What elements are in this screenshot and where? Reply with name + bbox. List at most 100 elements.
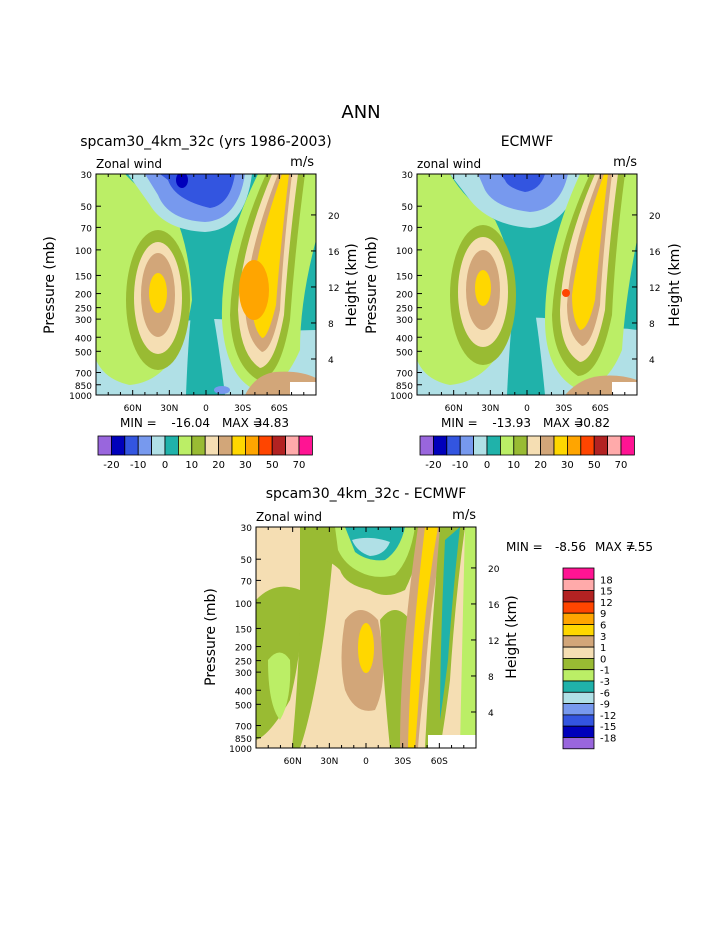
y-tick-label: 70 <box>81 224 93 234</box>
colorbar-label: 10 <box>185 460 198 471</box>
y-tick-label: 400 <box>75 334 92 344</box>
y-tick-label: 700 <box>396 370 413 380</box>
y-tick-label: 500 <box>235 701 252 711</box>
colorbar-label: 12 <box>600 598 613 609</box>
panel-diff-neg-lightband-left <box>268 652 291 720</box>
colorbar-label: 0 <box>162 460 168 471</box>
panel-model-units: m/s <box>290 155 314 170</box>
colorbar-swatch <box>486 435 501 456</box>
colorbar-label: -15 <box>600 722 616 733</box>
panel-model-easterly-core <box>176 174 188 188</box>
colorbar-label: -6 <box>600 688 610 699</box>
panel-diff: spcam30_4km_32c - ECMWF Zonal wind m/s 3… <box>203 486 653 767</box>
x-tick-label: 60N <box>284 757 302 767</box>
y2-tick-label: 4 <box>649 356 655 366</box>
colorbar-swatch <box>562 691 595 704</box>
y-tick-label: 150 <box>235 625 252 635</box>
y-tick-label: 30 <box>402 171 414 181</box>
colorbar-swatch <box>513 435 528 456</box>
colorbar-swatch <box>562 601 595 614</box>
colorbar-swatch <box>244 435 260 456</box>
y-tick-label: 1000 <box>390 392 413 402</box>
x-tick-label: 60N <box>124 404 142 414</box>
colorbar-label: -3 <box>600 677 610 688</box>
colorbar-swatch <box>526 435 542 456</box>
colorbar-swatch <box>620 435 635 456</box>
x-tick-label: 60S <box>271 404 288 414</box>
panel-diff-max-value: 7.55 <box>626 540 653 554</box>
colorbar-swatch <box>540 435 555 456</box>
colorbar-label: 0 <box>600 654 606 665</box>
colorbar-swatch <box>562 590 595 603</box>
panel-diff-min-value: -8.56 <box>555 540 586 554</box>
colorbar-label: 6 <box>600 621 606 632</box>
colorbar-swatch <box>298 435 313 456</box>
panel-obs-easterly-l3 <box>500 174 545 192</box>
y2-tick-label: 8 <box>649 320 655 330</box>
panel-diff-units: m/s <box>452 508 476 523</box>
colorbar-label: 20 <box>534 460 547 471</box>
colorbar-swatch <box>562 635 595 648</box>
y-tick-label: 300 <box>396 316 413 326</box>
colorbar-label: 70 <box>615 460 628 471</box>
y-tick-label: 250 <box>396 305 413 315</box>
colorbar-label: -20 <box>103 460 119 471</box>
x-tick-label: 30S <box>234 404 251 414</box>
colorbar-swatch <box>218 435 233 456</box>
panel-obs-units: m/s <box>613 155 637 170</box>
panel-obs-sh-jet-l5 <box>572 174 608 330</box>
colorbar-label: -20 <box>425 460 441 471</box>
panel-obs-field-label: zonal wind <box>417 157 481 171</box>
colorbar-swatch <box>562 578 595 591</box>
colorbar-swatch <box>459 435 475 456</box>
colorbar-label: 0 <box>484 460 490 471</box>
panel-obs-missing <box>612 382 637 395</box>
panel-model-colorbar: -20 -10 0 10 20 30 50 70 <box>97 435 313 471</box>
y-tick-label: 300 <box>75 316 92 326</box>
y2-tick-label: 16 <box>328 248 340 258</box>
colorbar-label: 15 <box>600 587 613 598</box>
colorbar-label: 30 <box>561 460 574 471</box>
colorbar-swatch <box>124 435 139 456</box>
colorbar-swatch <box>499 435 515 456</box>
panel-model-surface-patch <box>214 386 230 394</box>
panel-diff-missing <box>428 735 476 748</box>
x-tick-label: 0 <box>203 404 209 414</box>
panel-diff-ylabel: Pressure (mb) <box>203 588 219 686</box>
colorbar-swatch <box>164 435 179 456</box>
colorbar-swatch <box>191 435 206 456</box>
y-tick-label: 1000 <box>229 745 252 755</box>
y-tick-label: 100 <box>235 600 252 610</box>
y-tick-label: 30 <box>81 171 93 181</box>
panel-obs-tropics-mid <box>507 250 545 395</box>
x-tick-label: 0 <box>524 404 530 414</box>
panel-model-title: spcam30_4km_32c (yrs 1986-2003) <box>80 134 332 150</box>
panel-model-max-label: MAX = <box>222 416 263 430</box>
panel-diff-pole-edge <box>460 527 476 748</box>
panel-obs-field <box>417 174 637 395</box>
colorbar-swatch <box>607 435 622 456</box>
y2-tick-label: 12 <box>649 284 660 294</box>
panel-model-nh-jet-core <box>149 273 167 313</box>
x-tick-label: 30N <box>160 404 178 414</box>
x-tick-label: 30N <box>481 404 499 414</box>
panel-model-sh-jet-core <box>239 260 269 320</box>
panel-diff-title: spcam30_4km_32c - ECMWF <box>266 486 467 502</box>
page-title: ANN <box>341 102 380 123</box>
y-tick-label: 150 <box>75 272 92 282</box>
y2-tick-label: 4 <box>488 709 494 719</box>
panel-obs-min-value: -13.93 <box>492 416 531 430</box>
colorbar-label: -10 <box>130 460 146 471</box>
y-tick-label: 300 <box>235 669 252 679</box>
panel-model-ylabel: Pressure (mb) <box>42 236 58 334</box>
colorbar-swatch <box>562 567 595 580</box>
colorbar-swatch <box>231 435 246 456</box>
y-tick-label: 50 <box>81 203 93 213</box>
panel-obs-easterly-l2 <box>478 174 568 212</box>
y-tick-label: 850 <box>75 382 92 392</box>
colorbar-label: -1 <box>600 666 610 677</box>
panel-model: spcam30_4km_32c (yrs 1986-2003) Zonal wi… <box>42 134 360 471</box>
